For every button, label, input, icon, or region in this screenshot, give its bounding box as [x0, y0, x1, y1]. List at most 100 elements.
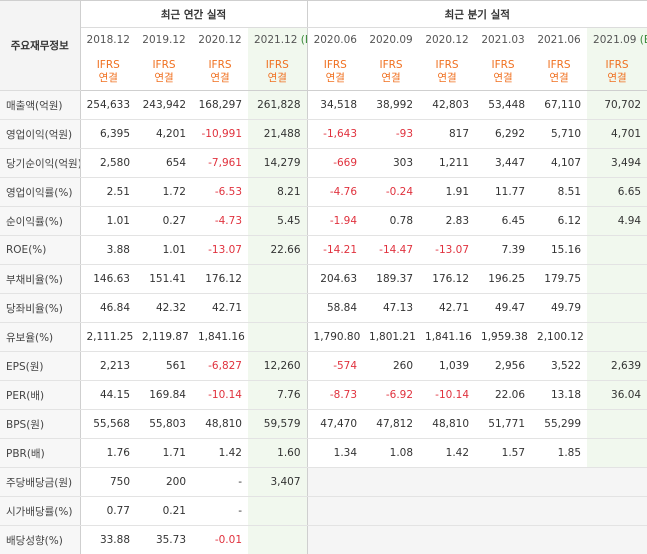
- value-cell: 3,407: [248, 468, 307, 497]
- period-label: 2019.12: [142, 34, 185, 46]
- ifrs-standard: IFRS: [369, 59, 413, 72]
- value-cell: 55,803: [136, 410, 192, 439]
- value-cell: 2,580: [80, 149, 136, 178]
- value-cell: [248, 294, 307, 323]
- value-cell: 51,771: [475, 410, 531, 439]
- ifrs-standard: IFRS: [142, 59, 186, 72]
- value-cell: 2,111.25: [80, 323, 136, 352]
- value-cell: -669: [307, 149, 363, 178]
- value-cell: 3.88: [80, 236, 136, 265]
- value-cell: -: [192, 497, 248, 526]
- value-cell: 1,959.38: [475, 323, 531, 352]
- row-label: EPS(원): [0, 352, 80, 381]
- value-cell: 1,790.80: [307, 323, 363, 352]
- row-label: 부채비율(%): [0, 265, 80, 294]
- value-cell: [307, 468, 363, 497]
- ifrs-standard: IFRS: [198, 59, 242, 72]
- estimate-mark: (E): [297, 34, 307, 46]
- value-cell: [248, 526, 307, 554]
- value-cell: 53,448: [475, 91, 531, 120]
- value-cell: 8.21: [248, 178, 307, 207]
- value-cell: [307, 497, 363, 526]
- value-cell: -6.53: [192, 178, 248, 207]
- value-cell: 3,494: [587, 149, 647, 178]
- value-cell: -10,991: [192, 120, 248, 149]
- value-cell: [475, 526, 531, 554]
- value-cell: 46.84: [80, 294, 136, 323]
- value-cell: 49.79: [531, 294, 587, 323]
- value-cell: 48,810: [192, 410, 248, 439]
- value-cell: 15.16: [531, 236, 587, 265]
- value-cell: 260: [363, 352, 419, 381]
- ifrs-standard: IFRS: [314, 59, 358, 72]
- value-cell: 6.45: [475, 207, 531, 236]
- value-cell: 151.41: [136, 265, 192, 294]
- value-cell: 2,119.87: [136, 323, 192, 352]
- ifrs-scope: 연결: [142, 72, 186, 85]
- value-cell: 47,470: [307, 410, 363, 439]
- period-label: 2020.06: [314, 34, 357, 46]
- value-cell: 35.73: [136, 526, 192, 554]
- value-cell: [531, 468, 587, 497]
- row-label: 시가배당률(%): [0, 497, 80, 526]
- value-cell: -0.24: [363, 178, 419, 207]
- value-cell: -4.73: [192, 207, 248, 236]
- value-cell: -93: [363, 120, 419, 149]
- value-cell: 33.88: [80, 526, 136, 554]
- value-cell: 1,841.16: [419, 323, 475, 352]
- value-cell: 42.71: [192, 294, 248, 323]
- period-label: 2021.06: [537, 34, 580, 46]
- period-header: 2021.09 (E): [587, 28, 647, 53]
- value-cell: 261,828: [248, 91, 307, 120]
- value-cell: -6,827: [192, 352, 248, 381]
- value-cell: 1.01: [80, 207, 136, 236]
- value-cell: 654: [136, 149, 192, 178]
- value-cell: 55,568: [80, 410, 136, 439]
- value-cell: [248, 265, 307, 294]
- value-cell: 1.42: [192, 439, 248, 468]
- value-cell: 6.65: [587, 178, 647, 207]
- header-group-row: 주요재무정보 최근 연간 실적 최근 분기 실적: [0, 1, 647, 28]
- value-cell: [587, 439, 647, 468]
- value-cell: 6,292: [475, 120, 531, 149]
- ifrs-standard: IFRS: [87, 59, 131, 72]
- value-cell: 1.01: [136, 236, 192, 265]
- value-cell: 4,107: [531, 149, 587, 178]
- value-cell: -13.07: [419, 236, 475, 265]
- value-cell: -4.76: [307, 178, 363, 207]
- row-label: ROE(%): [0, 236, 80, 265]
- ifrs-standard: IFRS: [425, 59, 469, 72]
- value-cell: 8.51: [531, 178, 587, 207]
- value-cell: -6.92: [363, 381, 419, 410]
- value-cell: 47,812: [363, 410, 419, 439]
- value-cell: 2,956: [475, 352, 531, 381]
- period-label: 2020.09: [369, 34, 412, 46]
- row-label: 매출액(억원): [0, 91, 80, 120]
- value-cell: 1,841.16: [192, 323, 248, 352]
- value-cell: 1.72: [136, 178, 192, 207]
- value-cell: [419, 526, 475, 554]
- value-cell: 0.27: [136, 207, 192, 236]
- value-cell: 176.12: [419, 265, 475, 294]
- value-cell: [531, 526, 587, 554]
- period-label: 2021.09: [593, 34, 636, 46]
- value-cell: [587, 236, 647, 265]
- value-cell: 47.13: [363, 294, 419, 323]
- period-header: 2020.06: [307, 28, 363, 53]
- estimate-mark: (E): [636, 34, 647, 46]
- value-cell: 42.71: [419, 294, 475, 323]
